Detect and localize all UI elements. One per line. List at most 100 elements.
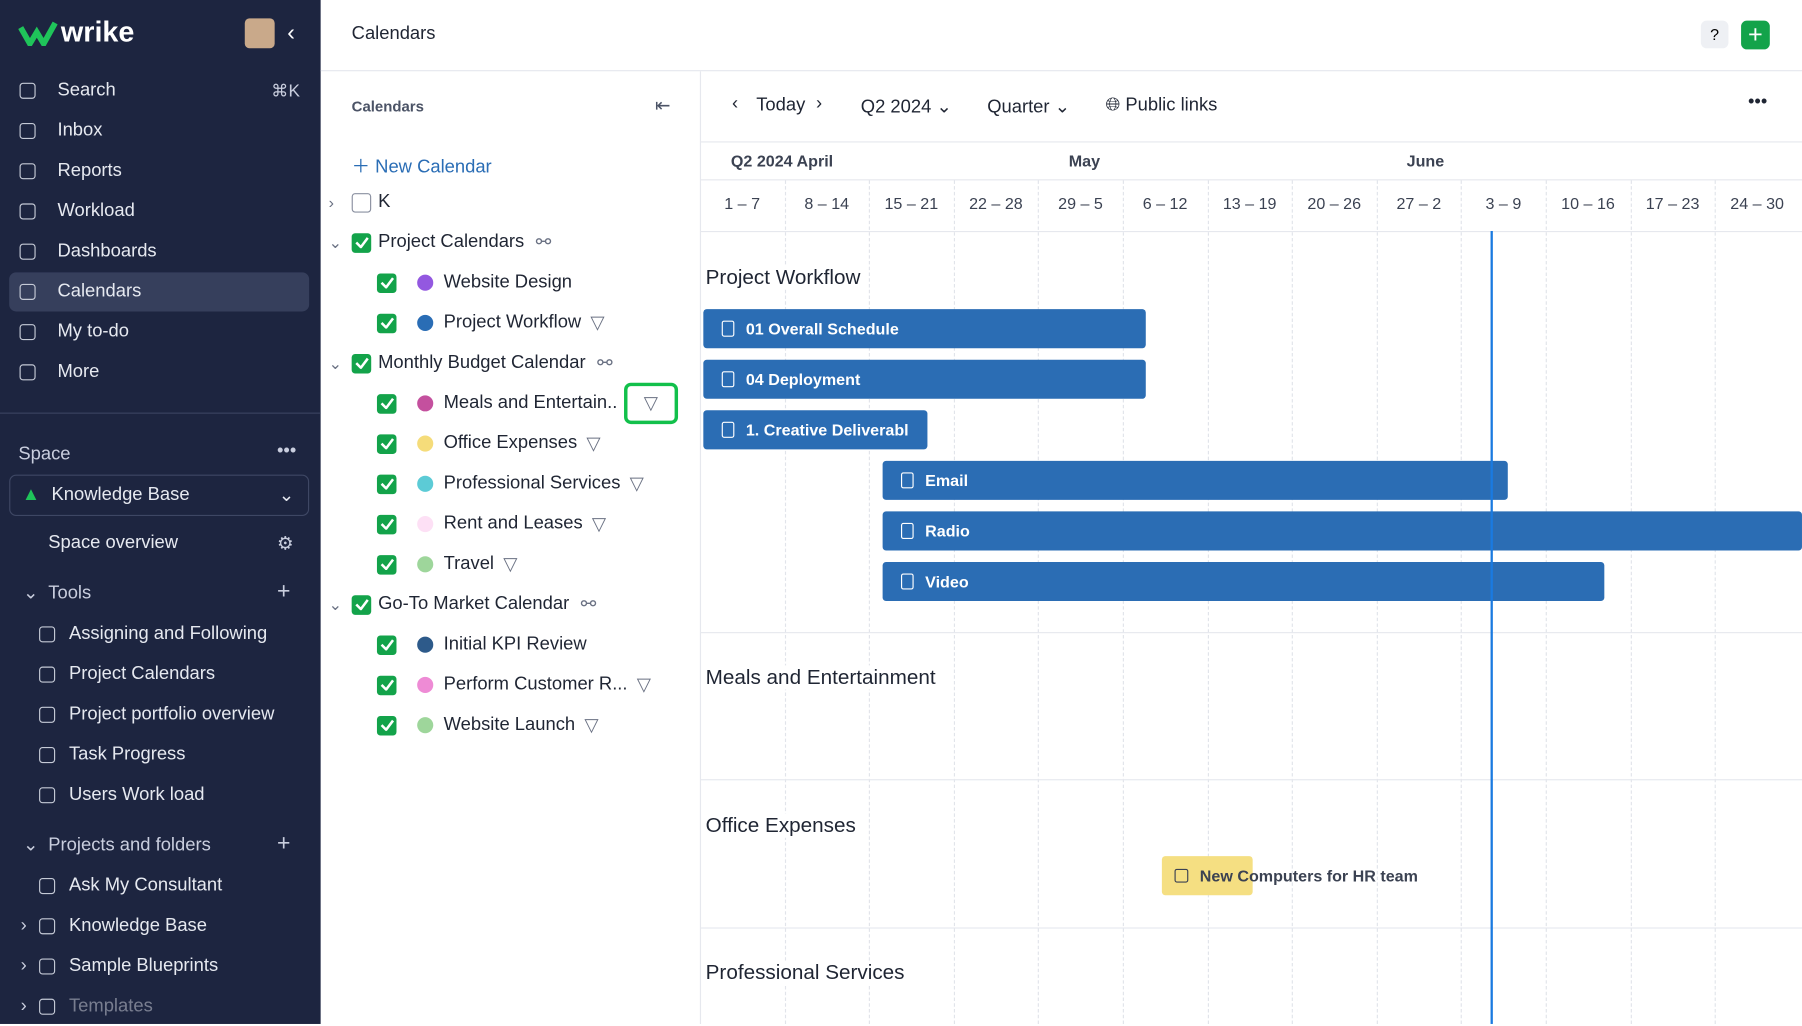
space-overview[interactable]: Space overview — [48, 533, 179, 553]
color-dot — [417, 395, 434, 412]
task[interactable]: New Computers for HR team — [1161, 856, 1418, 896]
checkbox[interactable] — [376, 514, 397, 534]
nav-item[interactable]: More — [9, 353, 309, 392]
task-bar[interactable]: Video — [882, 561, 1605, 602]
filter[interactable]: ▽ — [624, 382, 678, 425]
item-icon — [39, 998, 56, 1015]
nav-item[interactable]: Project Calendars — [39, 655, 309, 694]
chevron[interactable]: ⌄ — [22, 835, 39, 856]
nav-item[interactable]: My to-do — [9, 313, 309, 352]
nav-icon — [19, 243, 36, 260]
filter[interactable]: ▽ — [591, 514, 606, 535]
prev[interactable]: ‹ — [732, 94, 739, 114]
share[interactable]: ⚯ — [597, 353, 613, 374]
add[interactable]: + — [276, 830, 291, 857]
share[interactable]: ⚯ — [535, 233, 552, 253]
chevron: › — [20, 915, 27, 936]
nav-item[interactable]: › Knowledge Base — [21, 907, 309, 946]
more[interactable]: ••• — [1747, 91, 1768, 112]
next[interactable]: › — [815, 94, 823, 114]
checkbox[interactable] — [376, 634, 397, 655]
week-label: 20 – 26 — [1307, 194, 1362, 213]
task-bar[interactable]: 01 Overall Schedule — [703, 309, 1146, 349]
filter[interactable]: ▽ — [584, 715, 599, 736]
chevron[interactable]: ⌄ — [22, 583, 39, 604]
checkbox[interactable] — [376, 715, 397, 735]
nav-item[interactable]: Ask My Consultant — [39, 867, 309, 906]
nav-item[interactable]: Dashboards — [9, 232, 309, 271]
calendar-group: ⌄ Project Calendars ⚯ — [329, 225, 551, 259]
chevron: › — [20, 996, 27, 1016]
task-bar[interactable]: Email — [882, 460, 1508, 500]
nav-item[interactable]: Calendars — [9, 272, 310, 312]
checkbox[interactable] — [351, 232, 372, 253]
nav-label: Workload — [57, 201, 135, 221]
collapse[interactable]: ‹ — [287, 20, 295, 46]
nav-item[interactable]: Reports — [9, 152, 309, 191]
checkbox[interactable] — [376, 675, 397, 695]
nav-label: Search — [57, 80, 116, 100]
collapse-panel[interactable]: ⇤ — [655, 96, 671, 117]
checkbox[interactable] — [351, 192, 372, 213]
week-line — [784, 180, 786, 1024]
share[interactable]: ⚯ — [580, 595, 597, 615]
chevron[interactable]: ⌄ — [328, 594, 343, 614]
divider — [320, 70, 1802, 72]
nav-item[interactable]: › Templates — [21, 987, 309, 1026]
checkbox[interactable] — [351, 594, 372, 615]
nav-item[interactable]: Project portfolio overview — [39, 695, 309, 734]
filter[interactable]: ▽ — [629, 474, 644, 495]
calendar-label: Website Launch — [443, 714, 576, 735]
period[interactable]: Q2 2024 ⌄ — [860, 97, 952, 118]
item-icon — [39, 787, 56, 804]
avatar[interactable] — [244, 18, 275, 49]
item-icon — [39, 626, 56, 643]
task-bar[interactable]: 1. Creative Deliverabl — [703, 410, 928, 450]
nav-item[interactable]: Task Progress — [39, 736, 309, 775]
task-bar[interactable]: Radio — [882, 511, 1802, 551]
logo: wrike — [60, 16, 135, 49]
space-menu[interactable]: ••• — [276, 441, 297, 461]
nav-item[interactable]: Workload — [9, 192, 309, 231]
create[interactable]: + — [1741, 20, 1770, 50]
public-links[interactable]: 🌐︎ Public links — [1106, 95, 1218, 116]
checkbox[interactable] — [351, 353, 372, 373]
nav-item[interactable]: Users Work load — [39, 776, 309, 815]
checkbox[interactable] — [376, 313, 397, 333]
space-selector[interactable]: ▲ Knowledge Base ⌄ — [9, 474, 310, 517]
nav-item[interactable]: Inbox — [9, 111, 309, 150]
checkbox[interactable] — [376, 474, 397, 494]
filter[interactable]: ▽ — [503, 555, 518, 575]
checkbox[interactable] — [376, 554, 397, 575]
week-label: 6 – 12 — [1142, 194, 1188, 213]
tools-title[interactable]: Tools — [48, 583, 92, 604]
new-calendar[interactable]: ＋ New Calendar — [352, 151, 492, 179]
scale[interactable]: Quarter ⌄ — [987, 97, 1071, 118]
settings[interactable]: ⚙ — [276, 534, 294, 554]
filter[interactable]: ▽ — [636, 675, 651, 696]
task-icon — [721, 371, 735, 388]
week-line — [1630, 180, 1632, 1024]
projects-title[interactable]: Projects and folders — [48, 835, 211, 856]
help[interactable]: ? — [1700, 20, 1729, 49]
nav-item[interactable]: Search ⌘K — [9, 71, 309, 110]
filter[interactable]: ▽ — [586, 434, 601, 454]
week-line — [1461, 180, 1463, 1024]
task-bar[interactable]: 04 Deployment — [703, 359, 1146, 399]
add[interactable]: + — [276, 579, 291, 605]
nav-item[interactable]: Assigning and Following — [39, 615, 309, 654]
today[interactable]: Today — [756, 95, 806, 115]
checkbox[interactable] — [376, 393, 397, 414]
filter[interactable]: ▽ — [590, 313, 605, 334]
nav-item[interactable]: › Sample Blueprints — [21, 947, 309, 986]
checkbox[interactable] — [376, 272, 397, 293]
color-dot — [417, 636, 434, 653]
divider — [699, 179, 1802, 181]
chevron[interactable]: › — [328, 193, 335, 212]
chevron[interactable]: ⌄ — [328, 353, 343, 372]
item-icon — [39, 878, 56, 895]
scale-label: Quarter — [987, 97, 1050, 118]
checkbox[interactable] — [376, 433, 397, 454]
chevron[interactable]: ⌄ — [328, 232, 343, 252]
task-icon — [900, 522, 914, 539]
